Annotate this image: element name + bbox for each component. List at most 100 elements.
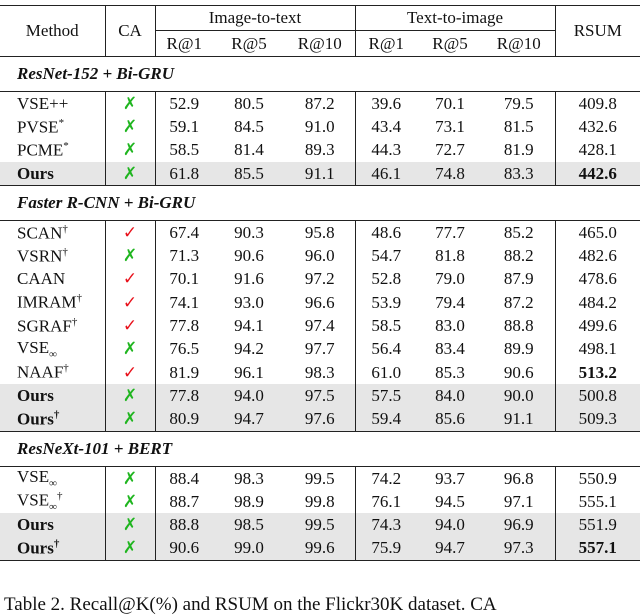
- method-name: Ours: [17, 409, 54, 429]
- value-cell: 76.1: [371, 491, 402, 511]
- section-title: ResNet-152 + Bi-GRU: [0, 56, 640, 92]
- value-cell: 99.5: [285, 466, 356, 491]
- data-row: VSE∞† ✗ 88.7 98.9 99.8 76.1 94.5 97.1 555.1: [0, 490, 640, 514]
- value-cell: 96.9: [483, 513, 556, 537]
- value-cell: 96.6: [285, 291, 356, 315]
- method-name: VSE: [17, 490, 50, 510]
- method-cell: PVSE*: [0, 115, 106, 139]
- rsum-cell: 500.8: [555, 384, 640, 408]
- group-header: Image-to-text: [155, 5, 356, 31]
- metric-header: R@1: [166, 33, 203, 53]
- ca-cell: ✓: [105, 220, 156, 245]
- value-cell: 94.0: [417, 513, 483, 537]
- value-cell: 88.4: [169, 468, 200, 488]
- value-cell: 94.5: [435, 491, 465, 511]
- value-cell: 96.0: [285, 244, 356, 268]
- header-cell: RSUM: [555, 5, 640, 57]
- value-cell: 71.3: [169, 246, 200, 266]
- table-body: Method CA Image-to-text Text-to-image RSUM R@…: [0, 5, 640, 562]
- method-superscript: †: [63, 362, 69, 375]
- ca-cell: ✗: [105, 407, 156, 432]
- value-cell: 79.0: [435, 269, 465, 289]
- rsum-cell: 482.6: [578, 246, 617, 266]
- ca-mark: ✗: [122, 116, 138, 137]
- value-cell: 91.0: [285, 115, 356, 139]
- ca-mark: ✗: [122, 468, 138, 489]
- value-cell: 94.0: [213, 384, 285, 408]
- value-cell: 54.7: [371, 246, 402, 266]
- value-cell: 77.8: [169, 316, 200, 336]
- value-cell: 43.4: [371, 116, 402, 136]
- value-cell: 58.5: [371, 316, 402, 336]
- rsum-cell: 509.3: [555, 407, 640, 432]
- ca-mark: ✗: [122, 409, 138, 430]
- value-cell: 79.4: [435, 292, 465, 312]
- method-name: IMRAM: [17, 293, 77, 313]
- value-cell: 73.1: [435, 116, 465, 136]
- metric-header: R@10: [483, 30, 556, 57]
- rsum-cell: 513.2: [578, 362, 617, 382]
- method-name: SGRAF: [17, 316, 72, 336]
- ca-mark: ✗: [122, 246, 138, 267]
- value-cell: 98.5: [213, 513, 285, 537]
- value-cell: 95.8: [285, 220, 356, 245]
- ca-cell: ✓: [105, 314, 156, 338]
- ca-mark: ✗: [122, 140, 138, 161]
- value-cell: 52.9: [169, 93, 200, 113]
- data-row: NAAF† ✓ 81.9 96.1 98.3 61.0 85.3 90.6 513.2: [0, 360, 640, 385]
- value-cell: 84.5: [234, 116, 264, 136]
- method-cell: Ours: [0, 384, 106, 408]
- value-cell: 99.5: [285, 513, 356, 537]
- ca-cell: ✗: [105, 244, 156, 268]
- method-name: PVSE: [17, 117, 59, 137]
- value-cell: 97.3: [483, 536, 556, 562]
- group-label: Image-to-text: [208, 8, 302, 27]
- rsum-cell: 557.1: [555, 536, 640, 562]
- header-cell: Method: [0, 5, 106, 57]
- value-cell: 87.9: [483, 267, 556, 292]
- method-name: Ours: [17, 538, 54, 558]
- ca-mark: ✗: [122, 538, 138, 559]
- value-cell: 74.3: [355, 513, 417, 537]
- rsum-cell: 465.0: [578, 222, 617, 242]
- value-cell: 96.8: [483, 466, 556, 491]
- value-cell: 94.7: [417, 536, 483, 562]
- value-cell: 90.0: [483, 384, 556, 408]
- ca-mark: ✗: [122, 339, 138, 360]
- value-cell: 89.9: [483, 337, 556, 361]
- method-cell: VSE++: [0, 91, 106, 116]
- value-cell: 59.1: [169, 116, 200, 136]
- value-cell: 97.6: [285, 407, 356, 432]
- value-cell: 75.9: [355, 536, 417, 562]
- rsum-cell: 484.2: [578, 292, 617, 312]
- value-cell: 88.8: [155, 513, 213, 537]
- value-cell: 91.6: [234, 269, 264, 289]
- rsum-cell: 409.8: [578, 93, 617, 113]
- value-cell: 80.9: [155, 407, 213, 432]
- method-name: VSE: [17, 467, 50, 487]
- value-cell: 97.1: [483, 490, 556, 514]
- ca-cell: ✗: [105, 138, 156, 162]
- metric-header: R@5: [432, 33, 468, 53]
- value-cell: 81.9: [483, 138, 556, 162]
- ca-mark: ✓: [122, 292, 138, 313]
- value-cell: 96.1: [234, 362, 264, 382]
- ca-mark: ✗: [122, 491, 138, 512]
- value-cell: 74.2: [371, 468, 402, 488]
- value-cell: 81.8: [435, 246, 465, 266]
- value-cell: 98.3: [234, 468, 264, 488]
- rsum-cell: 498.1: [578, 339, 617, 359]
- metric-header: R@10: [285, 30, 356, 57]
- header-row: Method CA Image-to-text Text-to-image RSUM: [0, 5, 640, 57]
- method-cell: VSE∞†: [0, 490, 106, 514]
- data-row: VSRN† ✗ 71.3 90.6 96.0 54.7 81.8 88.2 482.6: [0, 244, 640, 268]
- value-cell: 97.2: [285, 267, 356, 292]
- method-cell: PCME*: [0, 138, 106, 162]
- method-cell: VSE∞: [0, 337, 106, 361]
- method-cell: Ours†: [0, 536, 106, 562]
- value-cell: 91.1: [285, 161, 356, 186]
- data-row: SCAN† ✓ 67.4 90.3 95.8 48.6 77.7 85.2 465.0: [0, 220, 640, 245]
- data-row: Ours ✗ 61.8 85.5 91.1 46.1 74.8 83.3 442.6: [0, 161, 640, 186]
- section-row: ResNeXt-101 + BERT: [0, 430, 640, 467]
- method-subscript: ∞: [49, 501, 57, 514]
